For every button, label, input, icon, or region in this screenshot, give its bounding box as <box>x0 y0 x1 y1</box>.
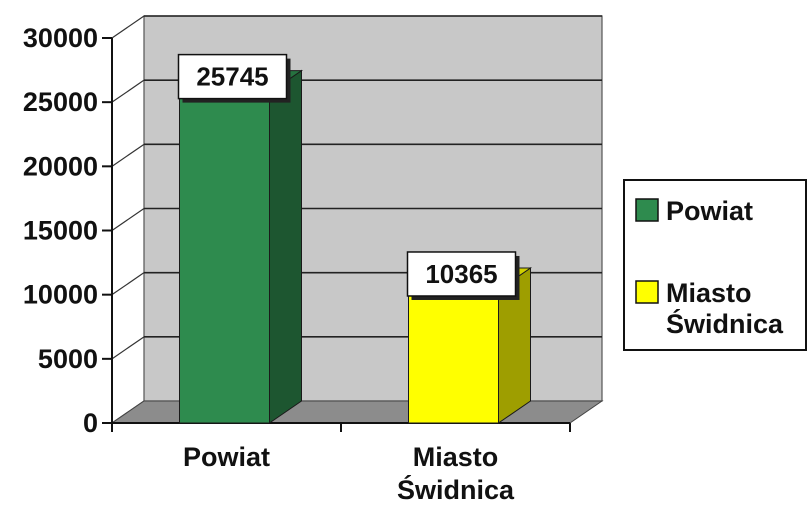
y-tick-label: 0 <box>83 408 98 438</box>
category-label-line: Powiat <box>183 442 270 472</box>
legend-label-line: Świdnica <box>666 308 784 339</box>
y-tick-labels: 0 5000 10000 15000 20000 25000 30000 <box>23 23 98 438</box>
legend-label-line: Miasto <box>666 278 752 308</box>
legend-label: Powiat <box>666 196 753 226</box>
legend-label: Miasto Świdnica <box>666 278 784 339</box>
y-tick-label: 5000 <box>38 344 98 374</box>
bar-powiat <box>177 69 304 424</box>
bars <box>177 69 533 424</box>
y-tick-label: 15000 <box>23 216 98 246</box>
data-label-text: 10365 <box>425 259 497 289</box>
legend: Powiat Miasto Świdnica <box>623 179 807 351</box>
gridline-side <box>111 15 145 39</box>
data-label-text: 25745 <box>196 62 268 92</box>
bar-miasto-swidnica <box>406 267 533 424</box>
legend-label-line: Powiat <box>666 196 753 226</box>
gridline-side <box>111 336 145 360</box>
category-label-line: Miasto <box>413 442 499 472</box>
bar-front <box>408 289 499 424</box>
data-label: 10365 <box>406 251 520 300</box>
legend-entry: Powiat <box>635 196 753 226</box>
data-label-box <box>177 53 288 100</box>
category-label-line: Świdnica <box>397 474 515 505</box>
category-labels: Powiat Miasto Świdnica <box>183 442 515 505</box>
gridline-side <box>111 143 145 167</box>
y-tick-label: 30000 <box>23 23 98 53</box>
legend-swatch <box>635 198 659 222</box>
y-tick-label: 20000 <box>23 151 98 181</box>
legend-box <box>623 179 807 351</box>
legend-swatch <box>635 280 659 304</box>
data-label: 25745 <box>177 53 291 103</box>
bar-side <box>269 69 302 424</box>
category-label: Powiat <box>183 442 270 472</box>
gridline-side <box>111 208 145 231</box>
data-labels: 25745 10365 <box>177 53 520 300</box>
category-label: Miasto Świdnica <box>397 442 515 505</box>
gridline-side <box>111 79 145 103</box>
bar-front <box>179 92 270 424</box>
y-tick-label: 10000 <box>23 280 98 310</box>
legend-entry: Miasto Świdnica <box>635 278 784 339</box>
gridline-side <box>111 272 145 296</box>
y-tick-label: 25000 <box>23 87 98 117</box>
data-label-box <box>406 251 517 297</box>
